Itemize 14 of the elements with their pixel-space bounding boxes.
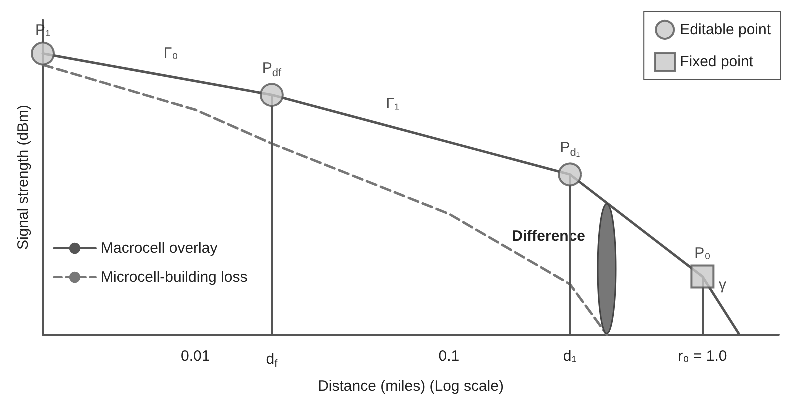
legend-label: Macrocell overlay	[101, 240, 218, 257]
annotation: P₀	[694, 244, 711, 262]
y-axis-title: Signal strength (dBm)	[15, 104, 32, 250]
legend-label: Microcell-building loss	[101, 269, 248, 286]
legend-label: Editable point	[680, 22, 772, 38]
legend-label: Fixed point	[680, 54, 754, 70]
x-tick-label: d₁	[563, 348, 577, 365]
annotation: Γ₁	[386, 95, 400, 112]
annotation: γ	[719, 276, 728, 294]
x-tick-label: 0.01	[181, 348, 210, 365]
annotation: Γ₀	[164, 44, 178, 62]
x-axis-title: Distance (miles) (Log scale)	[318, 378, 504, 395]
x-tick-label: r₀ = 1.0	[678, 348, 728, 365]
x-tick-label: 0.1	[438, 348, 460, 365]
